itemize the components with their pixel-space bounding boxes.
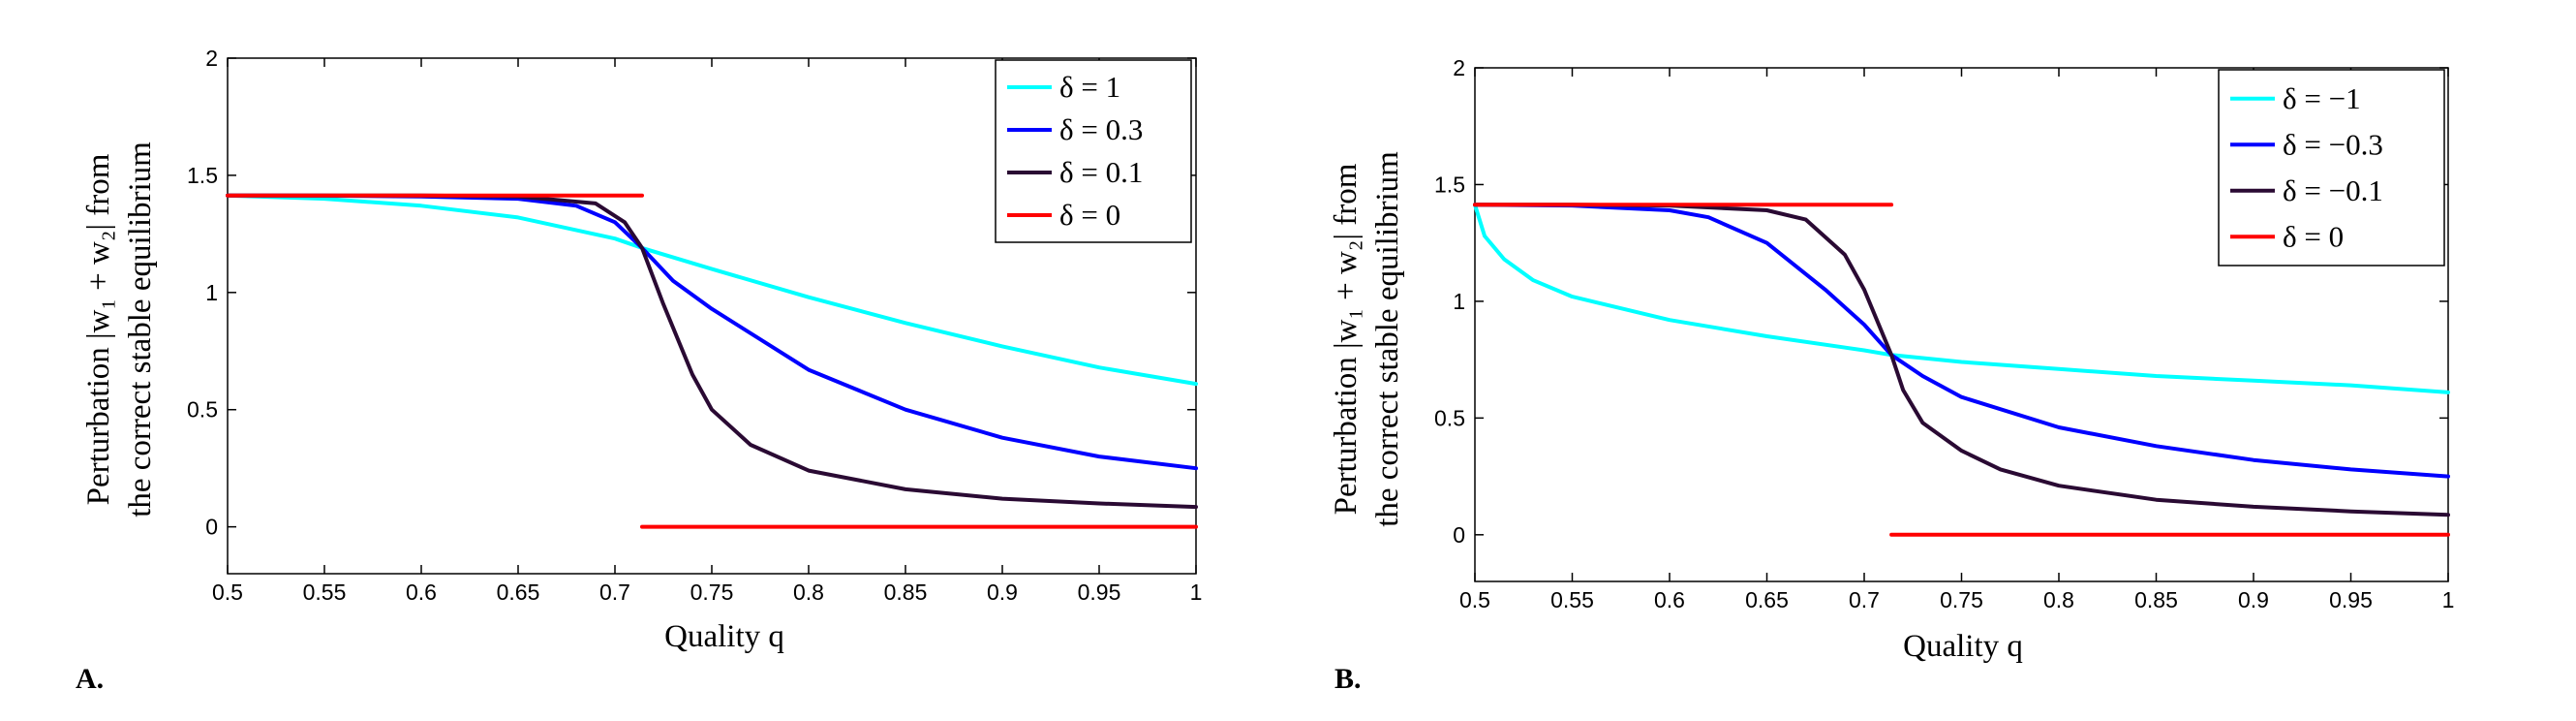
x-tick-label: 0.9 bbox=[987, 580, 1018, 605]
legend-label: δ = 0.3 bbox=[1059, 112, 1143, 146]
x-tick-label: 0.55 bbox=[303, 580, 347, 605]
x-tick-label: 0.9 bbox=[2238, 587, 2269, 612]
x-tick-label: 0.8 bbox=[2043, 587, 2074, 612]
y-axis-label: Perturbation |w₁ + w₂| from bbox=[81, 153, 116, 505]
y-tick-label: 0.5 bbox=[1434, 405, 1465, 430]
series-line bbox=[1473, 203, 2450, 517]
x-tick-label: 0.65 bbox=[497, 580, 540, 605]
x-tick-label: 0.75 bbox=[690, 580, 734, 605]
chart-panel-a: Perturbation |w₁ + w₂| from the correct … bbox=[76, 46, 1202, 695]
x-tick-label: 0.8 bbox=[793, 580, 824, 605]
x-axis-label: Quality q bbox=[1903, 629, 2023, 664]
y-tick-label: 2 bbox=[1453, 55, 1465, 80]
x-tick-label: 0.7 bbox=[1849, 587, 1880, 612]
legend-label: δ = 1 bbox=[1059, 70, 1120, 104]
series-line bbox=[1473, 203, 2450, 394]
y-tick-label: 1.5 bbox=[1434, 172, 1465, 197]
x-tick-label: 0.55 bbox=[1550, 587, 1594, 612]
y-tick-label: 2 bbox=[205, 46, 218, 71]
panel-label: A. bbox=[76, 663, 104, 695]
x-tick-label: 0.95 bbox=[2329, 587, 2373, 612]
x-tick-label: 0.95 bbox=[1078, 580, 1121, 605]
x-tick-label: 0.85 bbox=[884, 580, 928, 605]
legend-label: δ = −1 bbox=[2283, 81, 2361, 115]
chart-panel-b: Perturbation |w₁ + w₂| from the correct … bbox=[1329, 55, 2454, 695]
y-tick-label: 1 bbox=[205, 280, 218, 305]
x-tick-label: 0.7 bbox=[599, 580, 630, 605]
y-tick-label: 1 bbox=[1453, 289, 1465, 314]
y-axis-label: Perturbation |w₁ + w₂| from bbox=[1329, 163, 1364, 515]
x-axis-label: Quality q bbox=[664, 619, 784, 654]
x-tick-label: 0.5 bbox=[1459, 587, 1490, 612]
legend-label: δ = −0.1 bbox=[2283, 173, 2383, 207]
legend-label: δ = 0 bbox=[2283, 219, 2344, 253]
legend-label: δ = 0.1 bbox=[1059, 155, 1143, 189]
x-tick-label: 0.65 bbox=[1745, 587, 1789, 612]
legend-box bbox=[2218, 69, 2445, 266]
x-tick-label: 0.75 bbox=[1940, 587, 1983, 612]
y-tick-label: 0 bbox=[1453, 522, 1465, 548]
y-tick-label: 0.5 bbox=[187, 397, 218, 423]
y-axis-label: the correct stable equilibrium bbox=[123, 141, 158, 517]
x-tick-label: 1 bbox=[2442, 587, 2455, 612]
x-tick-label: 1 bbox=[1190, 580, 1203, 605]
panel-label: B. bbox=[1334, 663, 1362, 695]
series-line bbox=[226, 193, 1198, 387]
x-tick-label: 0.85 bbox=[2134, 587, 2178, 612]
x-tick-label: 0.5 bbox=[212, 580, 243, 605]
legend-box bbox=[995, 59, 1192, 243]
y-tick-label: 0 bbox=[205, 515, 218, 540]
x-tick-label: 0.6 bbox=[1654, 587, 1685, 612]
y-axis-label: the correct stable equilibrium bbox=[1370, 151, 1405, 527]
y-tick-label: 1.5 bbox=[187, 163, 218, 188]
legend-label: δ = 0 bbox=[1059, 198, 1120, 232]
x-tick-label: 0.6 bbox=[406, 580, 437, 605]
legend-label: δ = −0.3 bbox=[2283, 127, 2383, 161]
